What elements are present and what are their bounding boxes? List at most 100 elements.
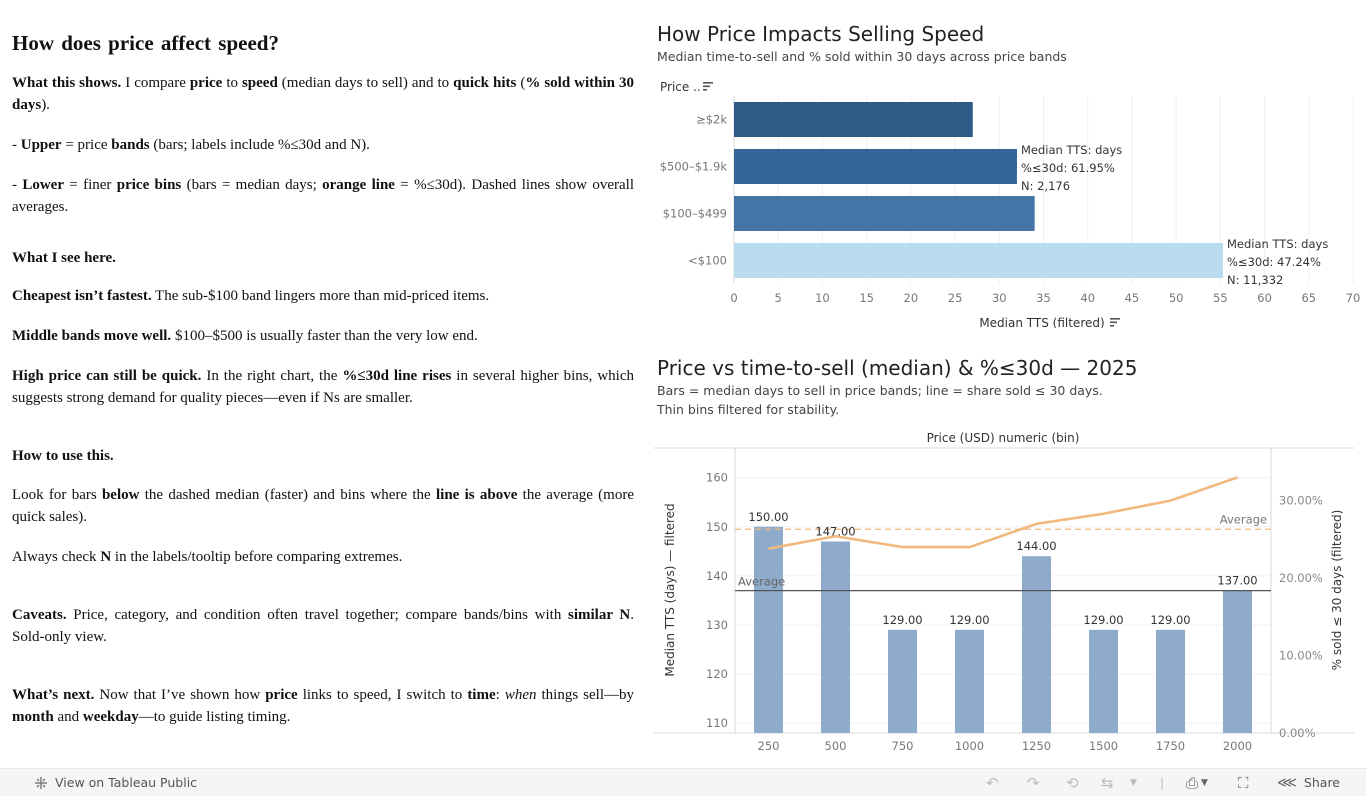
toolbar-divider: | bbox=[1160, 775, 1165, 790]
bar bbox=[734, 243, 1224, 278]
x-tick-labels: 0 5 10 15 20 25 30 35 40 45 50 55 60 65 70 bbox=[730, 291, 1360, 305]
story-paragraph: High price can still be quick. In the ri… bbox=[12, 368, 634, 406]
section-heading: How to use this. bbox=[12, 448, 114, 464]
chart2-combo-chart[interactable]: Price (USD) numeric (bin) AverageAverage… bbox=[650, 428, 1360, 758]
x-tick-label: 35 bbox=[1036, 291, 1051, 305]
average-label: Average bbox=[738, 575, 785, 589]
share-icon: ⋘ bbox=[1277, 774, 1297, 791]
bar bbox=[754, 526, 783, 733]
undo-icon[interactable]: ↶ bbox=[986, 773, 999, 792]
story-paragraph: Caveats. Price, category, and condition … bbox=[12, 607, 634, 645]
x-tick-label: 65 bbox=[1301, 291, 1316, 305]
annotation-line: %≤30d: 61.95% bbox=[1021, 161, 1115, 175]
annotation-line: %≤30d: 47.24% bbox=[1227, 255, 1321, 269]
redo-icon[interactable]: ↷ bbox=[1027, 773, 1040, 792]
story-paragraph: What’s next. Now that I’ve shown how pri… bbox=[12, 687, 635, 725]
y-tick-label: 160 bbox=[706, 471, 728, 485]
view-on-tableau-label: View on Tableau Public bbox=[55, 775, 198, 790]
chart2-title: Price vs time-to-sell (median) & %≤30d —… bbox=[657, 356, 1138, 380]
story-paragraph: Cheapest isn’t fastest. The sub-$100 ban… bbox=[12, 288, 490, 304]
share-button[interactable]: ⋘ Share bbox=[1277, 769, 1340, 796]
x-tick-label: 55 bbox=[1213, 291, 1228, 305]
x-tick-label: 1000 bbox=[955, 739, 984, 753]
bars bbox=[734, 102, 1224, 278]
right-tick-label: 20.00% bbox=[1279, 571, 1323, 585]
story-paragraph: - Upper = price bands (bars; labels incl… bbox=[12, 137, 370, 153]
x-tick-label: 30 bbox=[992, 291, 1007, 305]
section-heading: What I see here. bbox=[12, 250, 116, 266]
story-paragraph: - Lower = finer price bins (bars = media… bbox=[12, 177, 634, 215]
chart2-subtitle: Bars = median days to sell in price band… bbox=[657, 383, 1103, 398]
bar-value-label: 147.00 bbox=[815, 524, 855, 538]
story-title: How does price affect speed? bbox=[12, 31, 279, 55]
story-panel: How does price affect speed? What this s… bbox=[12, 28, 634, 728]
bar-value-label: 129.00 bbox=[1150, 613, 1190, 627]
story-paragraph: Look for bars below the dashed median (f… bbox=[12, 487, 634, 525]
average-label: Average bbox=[1220, 512, 1267, 526]
chart1-bar-chart[interactable]: Price .. ≥$2k $500–$1.9k $100–$499 <$100 0 5… bbox=[656, 78, 1366, 328]
reference-lines: Average Average bbox=[735, 512, 1271, 592]
bar-value-label: 137.00 bbox=[1217, 574, 1257, 588]
y-tick-label: 150 bbox=[706, 520, 728, 534]
x-tick-label: 70 bbox=[1346, 291, 1361, 305]
x-tick-label: 60 bbox=[1257, 291, 1272, 305]
row-header: Price .. bbox=[660, 80, 701, 94]
x-tick-label: 750 bbox=[892, 739, 914, 753]
bars bbox=[754, 526, 1252, 733]
x-tick-label: 0 bbox=[730, 291, 737, 305]
chevron-down-icon[interactable]: ▼ bbox=[1130, 777, 1137, 788]
right-tick-label: 0.00% bbox=[1279, 726, 1316, 740]
x-tick-label: 2000 bbox=[1223, 739, 1252, 753]
bar bbox=[734, 102, 973, 137]
view-on-tableau-link[interactable]: View on Tableau Public bbox=[34, 769, 197, 796]
refresh-icon[interactable]: ⇆ bbox=[1101, 773, 1114, 792]
left-axis-title: Median TTS (days) — filtered bbox=[663, 503, 677, 676]
bottom-toolbar: View on Tableau Public ↶ ↷ ⟲ ⇆ ▼ | ⎙ ▼ ⛶ … bbox=[0, 768, 1366, 796]
bar bbox=[1156, 629, 1185, 733]
bar-annotations: Median TTS: days %≤30d: 61.95% N: 2,176 Med… bbox=[1021, 143, 1328, 287]
x-tick-label: 50 bbox=[1169, 291, 1184, 305]
revert-icon[interactable]: ⟲ bbox=[1066, 773, 1079, 792]
bar bbox=[955, 629, 984, 733]
y-tick-label: 120 bbox=[706, 667, 728, 681]
y-tick-label: 110 bbox=[706, 716, 728, 730]
annotation-line: Median TTS: days bbox=[1227, 237, 1328, 251]
x-tick-label: 25 bbox=[948, 291, 963, 305]
bar-value-label: 150.00 bbox=[748, 510, 788, 524]
category-label: $500–$1.9k bbox=[660, 160, 728, 174]
sort-icon[interactable] bbox=[703, 82, 713, 91]
story-paragraph: What this shows. I compare price to spee… bbox=[12, 75, 634, 113]
category-label: $100–$499 bbox=[663, 207, 727, 221]
right-tick-label: 10.00% bbox=[1279, 649, 1323, 663]
x-tick-label: 15 bbox=[859, 291, 874, 305]
y-tick-label: 130 bbox=[706, 618, 728, 632]
download-icon[interactable]: ⎙ ▼ bbox=[1186, 773, 1208, 792]
category-labels: ≥$2k $500–$1.9k $100–$499 <$100 bbox=[660, 113, 728, 268]
right-tick-label: 30.00% bbox=[1279, 494, 1323, 508]
x-header: Price (USD) numeric (bin) bbox=[927, 431, 1080, 445]
share-label: Share bbox=[1303, 775, 1340, 790]
x-tick-label: 1500 bbox=[1089, 739, 1118, 753]
x-tick-label: 45 bbox=[1125, 291, 1140, 305]
bar bbox=[734, 196, 1035, 231]
bar-value-label: 129.00 bbox=[949, 613, 989, 627]
x-tick-label: 20 bbox=[904, 291, 919, 305]
sort-icon[interactable] bbox=[1110, 318, 1120, 327]
story-paragraph: Middle bands move well. $100–$500 is usu… bbox=[12, 328, 478, 344]
bar-value-labels: 150.00 147.00 129.00 129.00 144.00 129.00 129.… bbox=[748, 510, 1257, 627]
bar bbox=[821, 541, 850, 733]
x-tick-label: 500 bbox=[825, 739, 847, 753]
annotation-line: N: 2,176 bbox=[1021, 179, 1070, 193]
bar bbox=[1223, 590, 1252, 733]
chart1-subtitle: Median time-to-sell and % sold within 30… bbox=[657, 49, 1067, 64]
right-axis-title: % sold ≤ 30 days (filtered) bbox=[1330, 510, 1344, 671]
y-tick-label: 140 bbox=[706, 569, 728, 583]
left-axis-ticks: 110 120 130 140 150 160 bbox=[706, 471, 728, 731]
x-tick-labels: 250 500 750 1000 1250 1500 1750 2000 bbox=[758, 739, 1253, 753]
bar-value-label: 144.00 bbox=[1016, 539, 1056, 553]
bar bbox=[734, 149, 1017, 184]
x-tick-label: 250 bbox=[758, 739, 780, 753]
right-axis-ticks: 0.00% 10.00% 20.00% 30.00% bbox=[1279, 494, 1323, 740]
fullscreen-icon[interactable]: ⛶ bbox=[1238, 773, 1249, 792]
annotation-line: Median TTS: days bbox=[1021, 143, 1122, 157]
